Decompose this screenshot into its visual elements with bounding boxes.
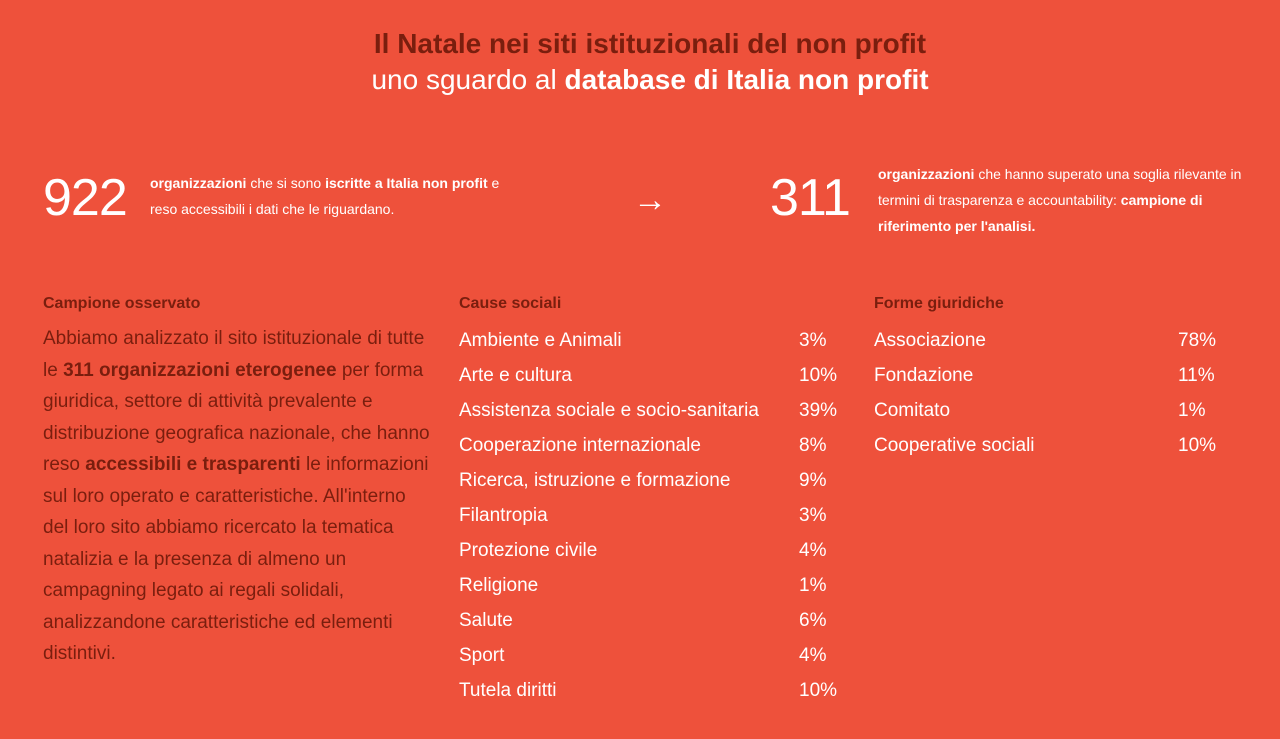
cause-label: Religione xyxy=(459,575,539,596)
stat-registered-text1: che si sono xyxy=(246,175,326,191)
page-title: Il Natale nei siti istituzionali del non… xyxy=(373,28,927,59)
cause-row: Sport 4% xyxy=(459,639,859,674)
cause-value: 8% xyxy=(799,435,827,456)
cause-row: Filantropia 3% xyxy=(459,499,859,534)
cause-value: 10% xyxy=(799,680,838,701)
forme-value: 10% xyxy=(1178,435,1217,456)
forme-row: Associazione 78% xyxy=(874,324,1234,359)
stat-sample-description: organizzazioni che hanno superato una so… xyxy=(878,161,1268,239)
campione-bold2: accessibili e trasparenti xyxy=(85,454,301,475)
forme-label: Fondazione xyxy=(874,365,974,386)
cause-label: Filantropia xyxy=(459,505,548,526)
cause-value: 3% xyxy=(799,330,827,351)
cause-value: 39% xyxy=(799,400,838,421)
cause-row: Cooperazione internazionale 8% xyxy=(459,429,859,464)
cause-row: Ricerca, istruzione e formazione 9% xyxy=(459,464,859,499)
stat-sample-bold2: campione di riferimento per l'analisi. xyxy=(878,192,1203,234)
cause-label: Salute xyxy=(459,610,513,631)
forme-row: Comitato 1% xyxy=(874,394,1234,429)
cause-value: 4% xyxy=(799,540,827,561)
cause-row: Salute 6% xyxy=(459,604,859,639)
cause-value: 4% xyxy=(799,645,827,666)
cause-label: Cooperazione internazionale xyxy=(459,435,701,456)
campione-paragraph: Abbiamo analizzato il sito istituzionale… xyxy=(43,323,433,670)
cause-heading: Cause sociali xyxy=(459,295,562,312)
forme-value: 11% xyxy=(1178,365,1215,386)
campione-text3: le informazioni sul loro operato e carat… xyxy=(43,454,429,664)
cause-row: Religione 1% xyxy=(459,569,859,604)
forme-label: Cooperative sociali xyxy=(874,435,1035,456)
forme-value: 1% xyxy=(1178,400,1206,421)
cause-label: Protezione civile xyxy=(459,540,598,561)
stat-registered-bold2: iscritte a Italia non profit xyxy=(325,175,488,191)
cause-row: Tutela diritti 10% xyxy=(459,674,859,709)
cause-label: Tutela diritti xyxy=(459,680,557,701)
campione-text1: Abbiamo analizzato il sito istituzionale… xyxy=(43,328,425,381)
stat-sample-text1: che hanno superato una soglia rilevante … xyxy=(878,166,1242,208)
arrow-right-icon: → xyxy=(633,181,667,219)
cause-label: Arte e cultura xyxy=(459,365,572,386)
stat-registered-number: 922 xyxy=(43,169,128,227)
cause-row: Protezione civile 4% xyxy=(459,534,859,569)
forme-label: Associazione xyxy=(874,330,986,351)
cause-label: Ambiente e Animali xyxy=(459,330,622,351)
cause-row: Ambiente e Animali 3% xyxy=(459,324,859,359)
campione-heading: Campione osservato xyxy=(43,295,201,312)
cause-value: 10% xyxy=(799,365,838,386)
cause-value: 9% xyxy=(799,470,827,491)
stat-registered-description: organizzazioni che si sono iscritte a It… xyxy=(150,170,510,222)
cause-row: Assistenza sociale e socio-sanitaria 39% xyxy=(459,394,859,429)
page-header: Il Natale nei siti istituzionali del non… xyxy=(0,26,1280,98)
forme-row: Cooperative sociali 10% xyxy=(874,429,1234,464)
cause-value: 3% xyxy=(799,505,827,526)
cause-value: 1% xyxy=(799,575,827,596)
cause-row: Arte e cultura 10% xyxy=(459,359,859,394)
campione-bold1: 311 organizzazioni eterogenee xyxy=(63,359,337,381)
cause-label: Sport xyxy=(459,645,505,666)
subtitle-prefix: uno sguardo al xyxy=(371,64,565,95)
stat-sample-number: 311 xyxy=(770,169,851,227)
cause-label: Ricerca, istruzione e formazione xyxy=(459,470,731,491)
stat-sample-bold1: organizzazioni xyxy=(878,166,975,182)
forme-row: Fondazione 11% xyxy=(874,359,1234,394)
stat-registered-bold1: organizzazioni xyxy=(150,175,247,191)
forme-heading: Forme giuridiche xyxy=(874,295,1004,312)
cause-label: Assistenza sociale e socio-sanitaria xyxy=(459,400,759,421)
forme-table: Associazione 78% Fondazione 11% Comitato 1%… xyxy=(874,324,1234,464)
forme-label: Comitato xyxy=(874,400,951,421)
campione-text2: per forma giuridica, settore di attività… xyxy=(43,359,430,476)
cause-table: Ambiente e Animali 3% Arte e cultura 10% A… xyxy=(459,324,859,709)
page-subtitle: uno sguardo al database di Italia non pr… xyxy=(0,62,1280,98)
cause-value: 6% xyxy=(799,610,827,631)
stat-registered-text2: e reso accessibili i dati che le riguard… xyxy=(150,175,500,217)
subtitle-bold: database di Italia non profit xyxy=(564,64,929,95)
forme-value: 78% xyxy=(1178,330,1217,351)
